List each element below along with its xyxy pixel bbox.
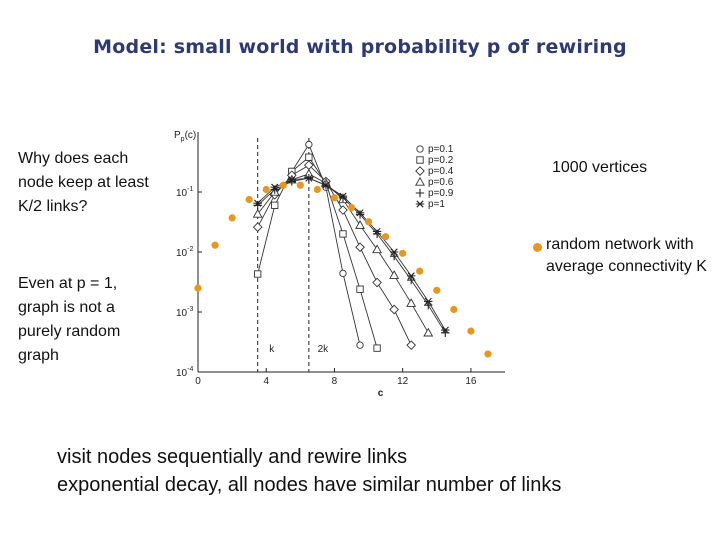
x-tick-label: 4 (263, 376, 269, 387)
series-p-0-9-point (355, 210, 365, 219)
series-random-network-point (330, 194, 339, 202)
dashed-marker-label: 2k (318, 344, 330, 355)
series-p-1-point (355, 209, 365, 217)
legend-marker (415, 200, 425, 208)
series-p-0-2-point (271, 201, 279, 209)
series-random-network-point (245, 195, 253, 204)
series-p-0-1-point (305, 140, 313, 149)
series-p-0-1-point (356, 341, 364, 349)
series-p-0-6-point (389, 270, 400, 279)
series-random-network-point (347, 203, 356, 212)
series-p-0-2-line (257, 156, 378, 349)
y-tick-label: 10-1 (176, 186, 193, 199)
vertices-label: 1000 vertices (552, 159, 648, 176)
series-random-network-point (228, 214, 236, 222)
series-p-1-point (424, 297, 433, 306)
series-p-0-4-point (372, 277, 382, 288)
series-p-0-2-point (305, 153, 313, 161)
series-random-network-point (433, 286, 441, 294)
series-random-network-point (262, 185, 270, 194)
series-p-1-point (287, 176, 297, 184)
bottom-line-2: exponential decay, all nodes have simila… (57, 474, 562, 496)
series-random-network-point (194, 284, 202, 292)
series-p-1-point (270, 183, 279, 191)
x-tick-label: 16 (465, 376, 477, 387)
series-p-0-2-point (254, 270, 262, 278)
series-random-network-point (416, 267, 424, 275)
series-p-0-2-point (373, 344, 381, 352)
y-tick-label: 10-4 (176, 366, 193, 379)
legend-entry-label: p=0.9 (428, 188, 454, 199)
y-axis-label: Pp(c) (174, 130, 196, 143)
series-p-1-point (321, 181, 331, 189)
note-text: Even at p = 1, graph is not a purely ran… (18, 275, 121, 364)
slide-title: Model: small world with probability p of… (93, 36, 627, 58)
legend-entry-label: p=0.2 (428, 155, 454, 166)
random-network-label: random network with average connectivity… (546, 236, 707, 275)
series-p-0-1-point (339, 269, 347, 278)
question-text: Why does each node keep at least K/2 lin… (18, 150, 149, 215)
series-p-0-4-point (338, 205, 348, 215)
x-tick-label: 12 (397, 376, 409, 387)
series-p-1-point (338, 192, 348, 200)
legend-entry-label: p=0.1 (428, 144, 454, 155)
x-axis-label: c (378, 388, 384, 399)
series-p-0-2-point (339, 230, 347, 238)
series-random-network-point (279, 181, 287, 189)
series-p-0-4-point (355, 242, 365, 253)
legend-entry-label: p=0.6 (428, 177, 454, 188)
bottom-line-1: visit nodes sequentially and rewire link… (57, 446, 408, 468)
series-p-0-6-point (406, 298, 417, 307)
series-random-network-point (364, 218, 373, 226)
series-random-network-point (450, 305, 458, 314)
dashed-marker-label: k (269, 344, 275, 355)
y-tick-label: 10-2 (176, 246, 193, 259)
series-random-network-point (313, 185, 321, 194)
series-random-network-point (484, 350, 492, 358)
legend-marker (416, 156, 424, 164)
series-p-0-9-point (424, 300, 433, 310)
legend-marker (415, 176, 425, 186)
y-tick-label: 10-3 (176, 306, 193, 319)
x-tick-label: 8 (332, 376, 338, 387)
series-p-0-4-point (252, 222, 263, 232)
series-p-0-6-point (372, 244, 383, 254)
legend-marker (415, 188, 425, 198)
series-p-0-6-point (252, 208, 263, 218)
series-random-network-point (399, 249, 407, 257)
series-p-1-point (406, 272, 416, 280)
series-random-network-point (382, 233, 390, 241)
series-p-0-4-line (257, 164, 412, 346)
series-p-0-9-point (338, 193, 348, 203)
series-p-0-1-line (291, 143, 361, 346)
series-random-network-point (296, 181, 304, 189)
legend-entry-label: p=0.4 (428, 166, 454, 177)
legend-marker (416, 145, 424, 153)
series-p-0-4-point (406, 340, 417, 351)
series-random-network-point (211, 241, 219, 249)
series-p-1-point (441, 326, 450, 334)
series-p-1-point (304, 174, 314, 182)
series-p-0-6-point (423, 327, 434, 337)
series-p-0-2-point (356, 285, 364, 293)
series-p-0-4-point (389, 304, 399, 315)
x-tick-label: 0 (195, 376, 201, 387)
series-p-0-6-point (355, 220, 366, 229)
legend-entry-label: p=1 (428, 199, 445, 210)
series-p-1-point (253, 199, 262, 207)
series-p-1-point (389, 248, 399, 256)
series-p-1-point (372, 227, 382, 236)
orange-bullet-icon (533, 243, 542, 252)
legend-marker (415, 166, 425, 176)
series-random-network-point (467, 327, 475, 335)
